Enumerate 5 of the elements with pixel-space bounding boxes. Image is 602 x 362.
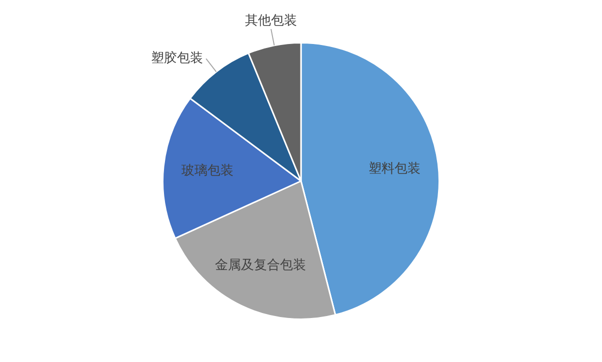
slice-label: 玻璃包装 <box>182 163 234 178</box>
slice-label: 塑胶包装 <box>151 50 204 66</box>
slice-label: 塑料包装 <box>368 160 420 177</box>
slice-label: 其他包装 <box>245 13 298 28</box>
slice-label: 金属及复合包装 <box>214 258 306 274</box>
